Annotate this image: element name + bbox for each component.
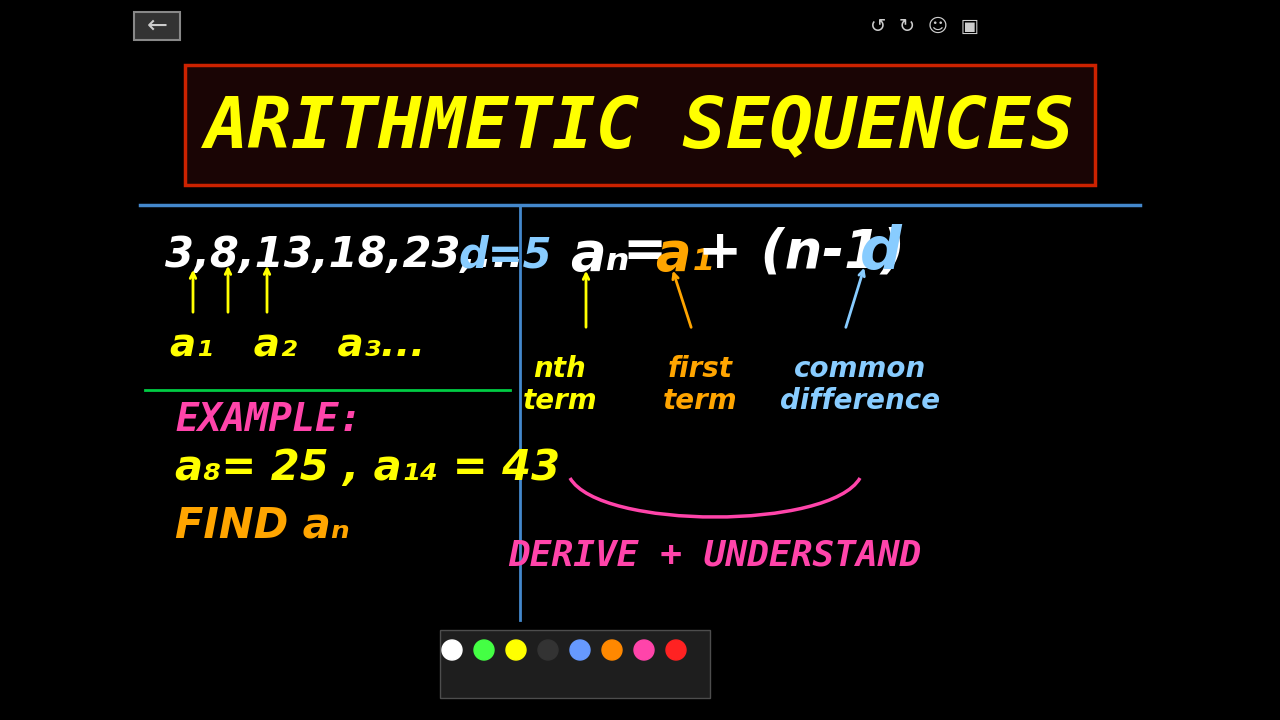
Text: FIND aₙ: FIND aₙ (175, 504, 349, 546)
Text: first
term: first term (663, 355, 737, 415)
Circle shape (474, 640, 494, 660)
Text: d=5: d=5 (458, 234, 552, 276)
Text: a₈= 25 , a₁₄ = 43: a₈= 25 , a₁₄ = 43 (175, 447, 561, 489)
Text: ←: ← (146, 14, 168, 38)
Bar (440, 630, 710, 698)
Bar (134, 12, 180, 40)
Text: common
difference: common difference (780, 355, 940, 415)
Text: 3,8,13,18,23,...: 3,8,13,18,23,... (165, 234, 524, 276)
Circle shape (570, 640, 590, 660)
Bar (186, 65, 1094, 185)
Text: nth
term: nth term (522, 355, 598, 415)
Text: EXAMPLE:: EXAMPLE: (175, 401, 362, 439)
Circle shape (602, 640, 622, 660)
Text: a₁   a₂   a₃...: a₁ a₂ a₃... (170, 326, 425, 364)
Text: =: = (622, 226, 667, 278)
Text: aₙ: aₙ (570, 229, 630, 281)
Circle shape (506, 640, 526, 660)
Text: ↺  ↻  ☺  ▣: ↺ ↻ ☺ ▣ (870, 17, 979, 35)
Circle shape (538, 640, 558, 660)
Circle shape (666, 640, 686, 660)
Circle shape (442, 640, 462, 660)
Text: ARITHMETIC SEQUENCES: ARITHMETIC SEQUENCES (205, 94, 1075, 163)
Text: d: d (860, 223, 901, 281)
Text: DERIVE + UNDERSTAND: DERIVE + UNDERSTAND (508, 538, 922, 572)
Text: a₁: a₁ (655, 229, 714, 281)
Circle shape (634, 640, 654, 660)
Text: + (n-1): + (n-1) (698, 226, 905, 278)
